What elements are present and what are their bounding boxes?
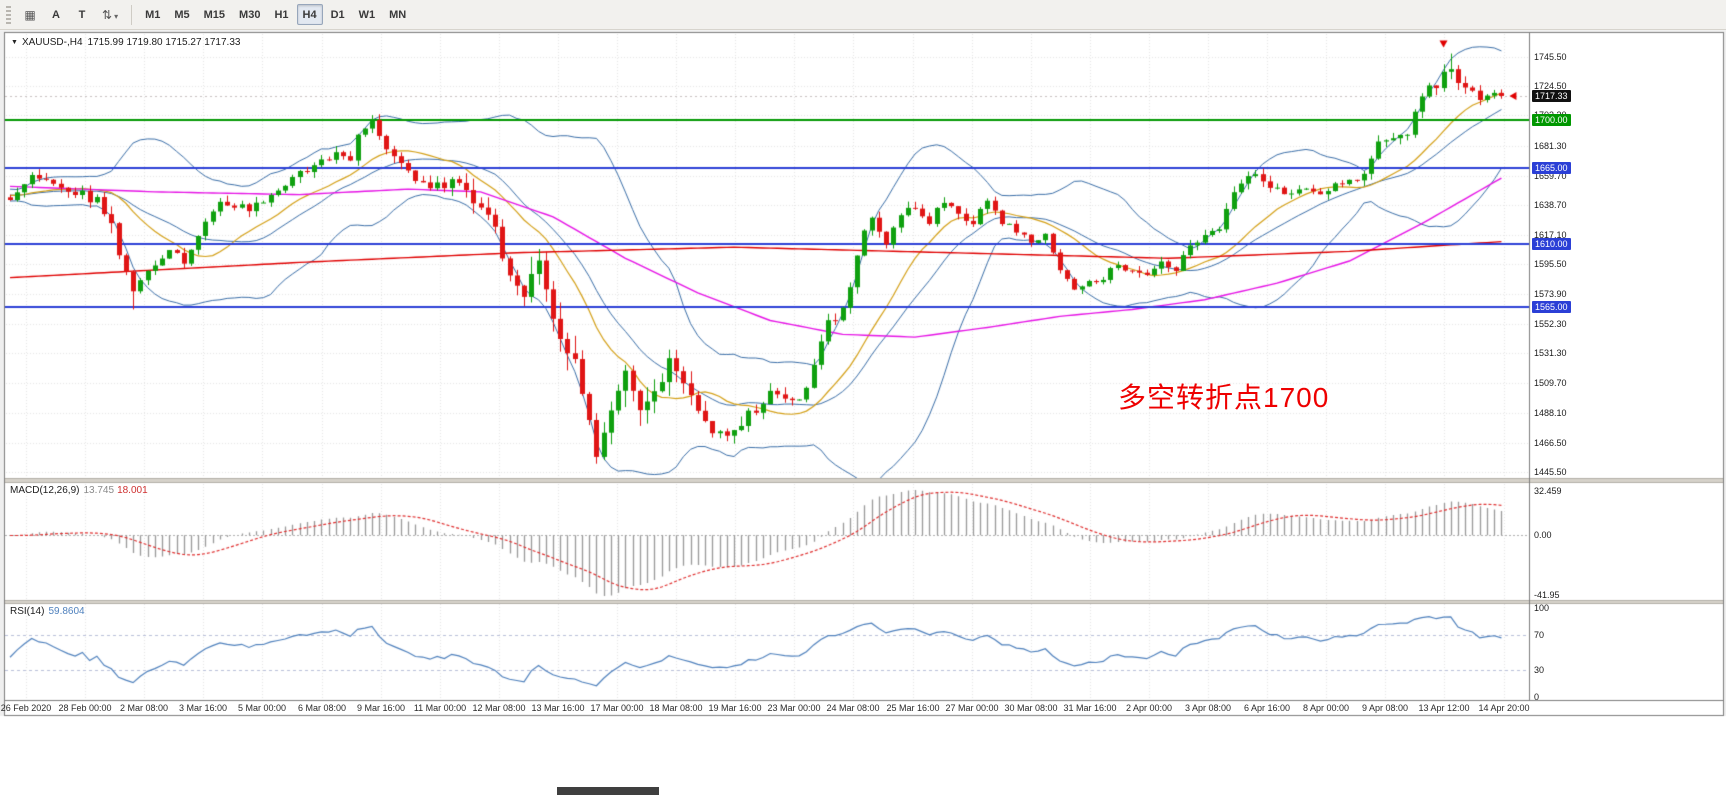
taskbar-fragment: [557, 787, 659, 795]
hline-price-tag[interactable]: 1565.00: [1532, 301, 1571, 313]
time-axis-label: 6 Mar 08:00: [297, 703, 347, 713]
timeframe-m5[interactable]: M5: [168, 4, 195, 25]
timeframe-h4[interactable]: H4: [296, 4, 323, 25]
time-axis-label: 14 Apr 20:00: [1478, 703, 1530, 713]
time-axis-label: 9 Apr 08:00: [1361, 703, 1409, 713]
macd-axis-label: 0.00: [1534, 530, 1552, 540]
time-axis-label: 28 Feb 00:00: [58, 703, 112, 713]
timeframe-m1[interactable]: M1: [139, 4, 166, 25]
time-axis-label: 2 Apr 00:00: [1125, 703, 1173, 713]
price-axis-label: 1724.50: [1534, 81, 1567, 91]
price-axis-label: 1445.50: [1534, 467, 1567, 477]
time-axis-label: 25 Mar 16:00: [886, 703, 940, 713]
time-axis-label: 26 Feb 2020: [0, 703, 52, 713]
time-axis-label: 31 Mar 16:00: [1063, 703, 1117, 713]
time-axis-label: 5 Mar 00:00: [237, 703, 287, 713]
time-axis-label: 19 Mar 16:00: [708, 703, 762, 713]
macd-label: MACD(12,26,9) 13.745 18.001: [10, 485, 148, 496]
rsi-label: RSI(14) 59.8604: [10, 606, 85, 617]
current-price-tag: 1717.33: [1532, 90, 1571, 102]
symbol-period-label: XAUUSD-,H4: [21, 37, 83, 48]
timeframe-m15[interactable]: M15: [198, 4, 231, 25]
time-axis-label: 23 Mar 00:00: [767, 703, 821, 713]
macd-name-label: MACD(12,26,9): [10, 485, 80, 496]
rsi-value: 59.8604: [48, 606, 85, 617]
toolbar-grip[interactable]: [6, 5, 11, 24]
price-axis-label: 1617.10: [1534, 230, 1567, 240]
rsi-axis-label: 70: [1534, 630, 1545, 640]
timeframe-mn[interactable]: MN: [383, 4, 412, 25]
ohlc-values-label: 1715.99 1719.80 1715.27 1717.33: [87, 37, 241, 48]
timeframe-group: M1 M5 M15 M30 H1 H4 D1 W1 MN: [138, 4, 413, 25]
time-axis-label: 3 Mar 16:00: [178, 703, 228, 713]
toolbar-separator: [131, 4, 133, 25]
time-axis-label: 13 Mar 16:00: [531, 703, 585, 713]
macd-axis-label: 32.459: [1534, 486, 1562, 496]
macd-signal-value: 18.001: [117, 485, 148, 496]
price-axis-label: 1573.90: [1534, 289, 1567, 299]
price-axis-label: 1659.70: [1534, 171, 1567, 181]
time-axis-label: 30 Mar 08:00: [1004, 703, 1058, 713]
macd-axis-label: -41.95: [1534, 590, 1560, 600]
price-axis-label: 1595.50: [1534, 259, 1567, 269]
text-tool-button[interactable]: A: [44, 4, 68, 25]
arrows-icon: ⇅: [102, 7, 113, 22]
time-axis-label: 17 Mar 00:00: [590, 703, 644, 713]
time-axis-label: 18 Mar 08:00: [649, 703, 703, 713]
timeframe-h1[interactable]: H1: [268, 4, 294, 25]
time-axis-label: 9 Mar 16:00: [356, 703, 406, 713]
chart-grid-icon[interactable]: ▦: [18, 4, 42, 25]
hline-price-tag[interactable]: 1665.00: [1532, 162, 1571, 174]
price-axis-label: 1681.30: [1534, 141, 1567, 151]
time-axis-label: 8 Apr 00:00: [1302, 703, 1350, 713]
hline-price-tag[interactable]: 1700.00: [1532, 114, 1571, 126]
price-axis-label: 1509.70: [1534, 378, 1567, 388]
arrow-tool-button[interactable]: T: [70, 4, 94, 25]
time-axis-label: 12 Mar 08:00: [472, 703, 526, 713]
symbol-dropdown-icon[interactable]: ▼: [11, 39, 18, 46]
time-axis-label: 2 Mar 08:00: [119, 703, 169, 713]
timeframe-w1[interactable]: W1: [353, 4, 382, 25]
price-axis-label: 1552.30: [1534, 319, 1567, 329]
timeframe-m30[interactable]: M30: [233, 4, 266, 25]
objects-dropdown-button[interactable]: ⇅ ▾: [96, 4, 124, 25]
time-axis-label: 27 Mar 00:00: [945, 703, 999, 713]
chart-title: ▼ XAUUSD-,H4 1715.99 1719.80 1715.27 1717.…: [11, 37, 240, 48]
price-axis-label: 1745.50: [1534, 52, 1567, 62]
time-axis-label: 6 Apr 16:00: [1243, 703, 1291, 713]
hline-price-tag[interactable]: 1610.00: [1532, 238, 1571, 250]
price-axis-label: 1488.10: [1534, 408, 1567, 418]
price-axis-label: 1531.30: [1534, 348, 1567, 358]
time-axis-label: 11 Mar 00:00: [413, 703, 467, 713]
toolbar: ▦ A T ⇅ ▾ M1 M5 M15 M30 H1 H4 D1 W1 MN: [0, 0, 1726, 30]
rsi-axis-label: 30: [1534, 665, 1545, 675]
rsi-axis-label: 0: [1534, 692, 1540, 702]
chevron-down-icon: ▾: [114, 11, 119, 21]
time-axis-label: 3 Apr 08:00: [1184, 703, 1232, 713]
macd-main-value: 13.745: [83, 485, 115, 496]
time-axis-label: 24 Mar 08:00: [826, 703, 880, 713]
time-axis-label: 13 Apr 12:00: [1418, 703, 1470, 713]
rsi-name-label: RSI(14): [10, 606, 45, 617]
chart-annotation: 多空转折点1700: [1118, 382, 1330, 413]
price-axis-label: 1466.50: [1534, 438, 1567, 448]
price-axis-label: 1638.70: [1534, 200, 1567, 210]
timeframe-d1[interactable]: D1: [325, 4, 351, 25]
rsi-axis-label: 100: [1534, 603, 1550, 613]
